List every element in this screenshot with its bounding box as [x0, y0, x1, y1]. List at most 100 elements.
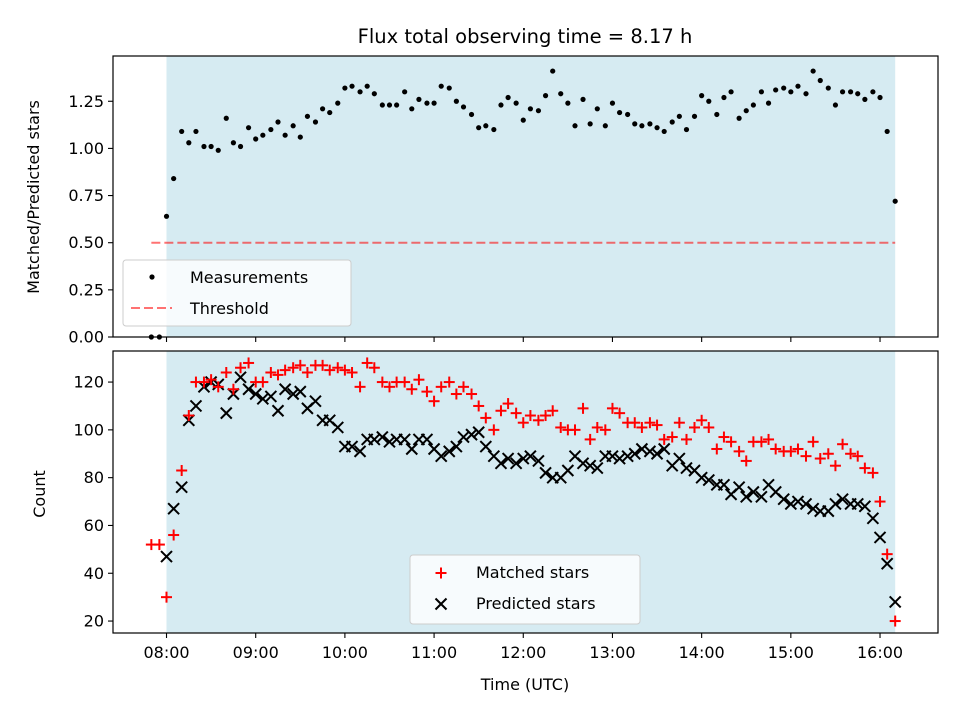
measurement-point: [253, 136, 259, 142]
measurement-point: [691, 113, 698, 119]
predicted-marker: [858, 500, 872, 513]
legend-predicted-marker: [434, 597, 448, 611]
matched-marker: [540, 410, 552, 422]
matched-marker: [399, 376, 411, 388]
measurement-point: [639, 123, 645, 129]
y-tick-label: 0.50: [68, 233, 104, 252]
measurement-point: [810, 68, 816, 74]
matched-marker: [666, 431, 678, 443]
measurement-point: [237, 143, 244, 150]
measurement-point: [275, 119, 281, 125]
predicted-marker: [680, 461, 693, 475]
predicted-marker: [189, 399, 203, 413]
legend-predicted-label: Predicted stars: [476, 594, 596, 613]
predicted-marker: [784, 497, 798, 511]
measurement-point: [163, 213, 170, 219]
measurement-point: [215, 147, 221, 153]
predicted-marker: [294, 385, 307, 398]
matched-marker: [480, 412, 492, 424]
predicted-marker: [309, 394, 322, 408]
predicted-marker: [353, 445, 367, 458]
y-tick-label: 0.00: [68, 328, 104, 347]
measurement-point: [616, 109, 623, 116]
predicted-marker: [345, 440, 359, 453]
matched-marker: [673, 417, 685, 429]
measurement-point: [795, 83, 801, 89]
matched-marker: [220, 367, 232, 379]
matched-marker: [279, 364, 291, 376]
predicted-marker: [561, 464, 575, 477]
x-axis-label: Time (UTC): [480, 675, 569, 694]
predicted-marker: [376, 430, 389, 444]
measurement-point: [870, 89, 876, 95]
matched-marker: [383, 381, 395, 393]
measurement-point: [632, 121, 638, 127]
predicted-markers: [160, 371, 902, 609]
predicted-marker: [829, 497, 842, 511]
matched-marker: [822, 448, 834, 460]
measurement-point: [371, 91, 377, 97]
measurement-point: [483, 123, 489, 129]
matched-marker: [591, 421, 603, 433]
predicted-marker: [331, 421, 344, 434]
predicted-marker: [866, 512, 880, 525]
predicted-marker: [851, 497, 864, 511]
predicted-marker: [450, 440, 463, 453]
matched-marker: [845, 448, 857, 460]
top-y-axis-label: Matched/Predicted stars: [24, 100, 43, 294]
measurement-point: [535, 108, 542, 114]
matched-marker: [644, 417, 656, 429]
measurement-point: [297, 134, 303, 140]
matched-marker: [435, 381, 447, 393]
measurement-point: [892, 198, 898, 204]
measurement-point: [223, 115, 229, 121]
legend-plus-glyph: [435, 567, 447, 579]
matched-marker: [421, 386, 433, 398]
measurement-point: [319, 106, 326, 112]
measurement-point: [550, 68, 556, 74]
predicted-marker: [613, 452, 626, 465]
predicted-marker: [657, 442, 671, 456]
predicted-marker: [576, 457, 590, 470]
matched-marker: [257, 376, 269, 388]
predicted-marker: [465, 428, 478, 441]
matched-marker: [680, 433, 692, 445]
bottom-y-ticks: 20 40 60 80 100 120: [73, 373, 113, 631]
matched-marker: [332, 362, 344, 374]
predicted-marker: [509, 457, 523, 470]
measurement-point: [736, 115, 742, 121]
predicted-marker: [479, 440, 493, 453]
measurement-point: [290, 123, 296, 129]
measurement-point: [558, 91, 564, 97]
measurement-point: [758, 89, 765, 95]
legend-cross-glyph: [434, 597, 448, 611]
matched-marker: [800, 450, 812, 462]
matched-marker: [272, 369, 284, 381]
measurement-point: [750, 102, 756, 108]
top-legend-box: [122, 259, 352, 327]
matched-marker: [510, 407, 522, 419]
measurement-point: [602, 123, 608, 129]
predicted-marker: [621, 449, 634, 463]
matched-marker: [227, 383, 239, 395]
measurement-point: [839, 89, 846, 95]
predicted-marker: [286, 387, 300, 401]
measurement-point: [327, 109, 333, 116]
matched-marker: [183, 410, 195, 422]
matched-marker: [294, 359, 306, 371]
measurement-point: [230, 140, 237, 146]
predicted-marker: [673, 452, 686, 465]
measurement-point: [683, 126, 690, 133]
y-tick-label: 1.25: [68, 92, 104, 111]
measurement-point: [357, 89, 363, 95]
measurement-point: [193, 128, 199, 135]
measurement-point: [460, 104, 467, 110]
matched-marker: [629, 417, 641, 429]
measurement-point: [817, 77, 823, 84]
predicted-marker: [220, 406, 233, 420]
measurement-point: [402, 89, 408, 95]
y-tick-label: 40: [84, 564, 104, 583]
measurement-point: [781, 85, 787, 91]
y-tick-label: 100: [73, 420, 104, 439]
measurement-point: [349, 83, 355, 89]
